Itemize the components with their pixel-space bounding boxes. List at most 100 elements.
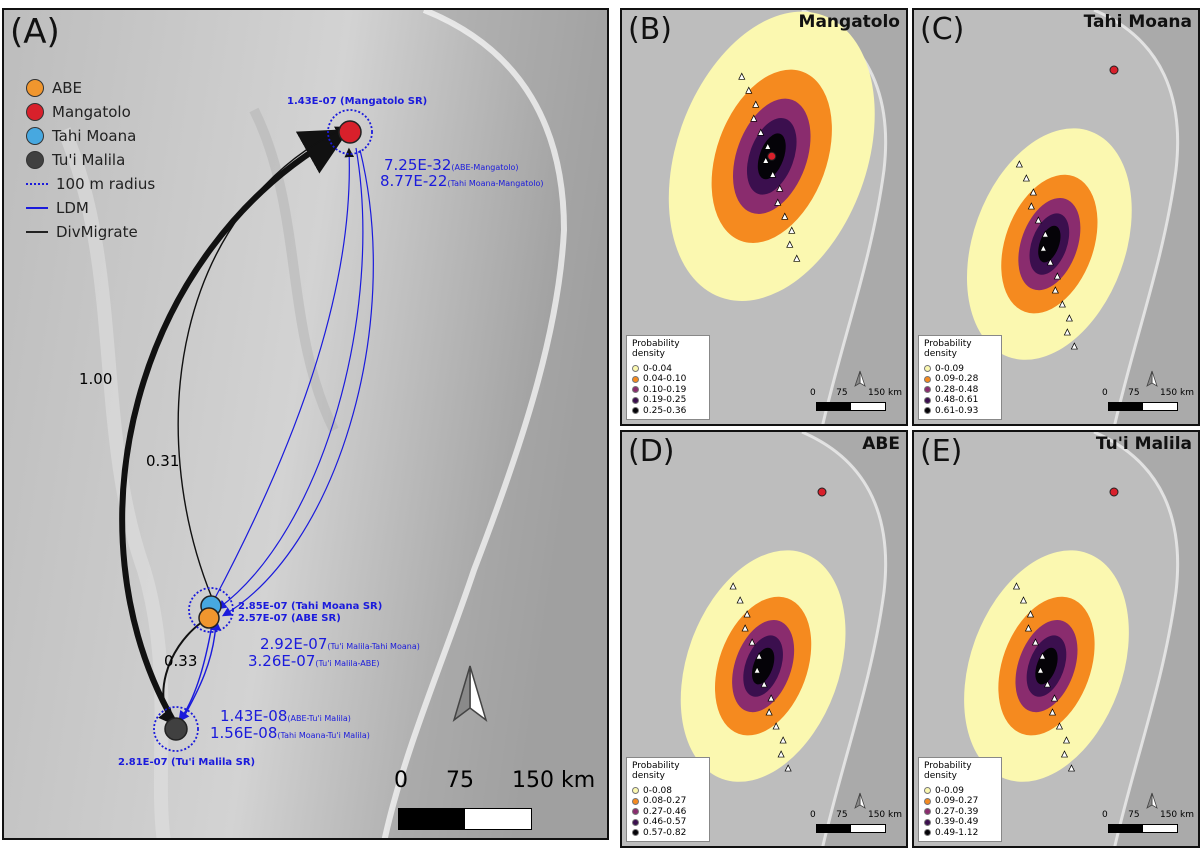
vent-marker-icon: [777, 750, 785, 758]
north-arrow-icon: [854, 370, 866, 387]
legend-row: 0.27-0.39: [924, 807, 996, 818]
marker-mangatolo: [817, 487, 827, 497]
vent-marker-icon: [760, 680, 768, 688]
density-legend: Probability density 0-0.08 0.08-0.27 0.27-…: [626, 756, 710, 842]
marker-mangatolo: [1109, 65, 1119, 75]
scale-bar: 0 75 150 km: [1102, 796, 1194, 836]
vent-marker-icon: [1038, 652, 1047, 660]
vent-marker-icon: [736, 596, 744, 604]
density-swatch: [632, 787, 639, 795]
scale-bar: 0 75 150 km: [1102, 374, 1194, 414]
sr-label-mangatolo: 1.43E-07 (Mangatolo SR): [287, 96, 428, 107]
panel-label: (B): [628, 12, 672, 47]
density-swatch: [924, 829, 931, 837]
vent-marker-icon: [1051, 286, 1059, 294]
legend-row: 0.09-0.28: [924, 374, 996, 385]
vent-marker-icon: [772, 722, 780, 730]
density-swatch: [632, 818, 639, 826]
vent-marker-icon: [1015, 160, 1023, 168]
density-swatch: [632, 829, 639, 837]
ldm-line-swatch: [26, 207, 48, 209]
scale-bar: 0 75 150 km: [810, 374, 902, 414]
abe-swatch: [26, 79, 44, 97]
panel-background: [914, 432, 1198, 846]
radius-line-swatch: [26, 183, 48, 185]
vent-marker-icon: [1065, 314, 1073, 322]
density-legend: Probability density 0-0.09 0.09-0.28 0.28-…: [918, 334, 1002, 420]
ldm-arrow-mangatolo-to-tm: [217, 147, 364, 610]
north-arrow-icon: [1146, 792, 1158, 809]
panel-title: Tu'i Malila: [1095, 434, 1192, 454]
density-legend: Probability density 0-0.09 0.09-0.27 0.27-…: [918, 756, 1002, 842]
panel-a-legend: ABE Mangatolo Tahi Moana Tu'i Malila 100…: [26, 76, 155, 244]
vent-marker-icon: [1053, 272, 1061, 280]
vent-marker-icon: [1039, 244, 1047, 252]
legend-row: 0.57-0.82: [632, 828, 704, 839]
legend-title: Probability density: [924, 338, 972, 360]
scale-bar-graphic: [398, 808, 532, 830]
scale-bar-graphic: [816, 402, 886, 411]
legend-row: 0.10-0.19: [632, 385, 704, 396]
vent-marker-icon: [1019, 596, 1028, 604]
vent-marker-icon: [1062, 736, 1071, 744]
legend-item-ldm: LDM: [26, 196, 155, 220]
radius-circle-tm-abe: [188, 587, 234, 633]
sr-label-tahi-moana: 2.85E-07 (Tahi Moana SR): [238, 601, 383, 612]
panel-a-label: (A): [10, 12, 60, 52]
ldm-arrow-mangatolo-to-abe: [221, 149, 374, 617]
legend-row: 0.61-0.93: [924, 406, 996, 417]
north-arrow-icon: [1146, 370, 1158, 387]
sr-label-abe: 2.57E-07 (ABE SR): [238, 613, 341, 624]
vent-marker-icon: [762, 156, 770, 164]
vent-marker-icon: [793, 254, 801, 262]
legend-item-radius: 100 m radius: [26, 172, 155, 196]
legend-row: 0.46-0.57: [632, 817, 704, 828]
ldm-label-abe-mangatolo: 7.25E-32(ABE-Mangatolo): [384, 156, 519, 174]
vent-marker-icon: [1024, 624, 1033, 632]
legend-item-abe: ABE: [26, 76, 155, 100]
north-arrow-icon: [452, 665, 488, 722]
legend-item-tui-malila: Tu'i Malila: [26, 148, 155, 172]
vent-marker-icon: [764, 142, 772, 150]
density-swatch: [924, 797, 931, 805]
vent-marker-icon: [748, 638, 756, 646]
divmigrate-arrow-tui-to-mangatolo: [119, 129, 350, 724]
ldm-label-tm-tui: 1.56E-08(Tahi Moana-Tu'i Malila): [210, 724, 370, 742]
vent-marker-icon: [1043, 680, 1052, 688]
vent-marker-icon: [741, 624, 749, 632]
density-swatch: [924, 818, 931, 826]
scale-bar-graphic: [1108, 824, 1178, 833]
ldm-label-tui-tm: 2.92E-07(Tu'i Malila-Tahi Moana): [260, 635, 420, 653]
density-swatch: [924, 407, 931, 415]
legend-item-mangatolo: Mangatolo: [26, 100, 155, 124]
legend-item-divmigrate: DivMigrate: [26, 220, 155, 244]
divmigrate-arrow-abe-to-tui: [158, 621, 203, 726]
legend-title: Probability density: [632, 338, 680, 360]
legend-row: 0.39-0.49: [924, 817, 996, 828]
vent-marker-icon: [767, 694, 775, 702]
vent-marker-icon: [1027, 202, 1035, 210]
panel-title: Mangatolo: [798, 12, 900, 32]
scale-bar: 0 75 150 km: [810, 796, 902, 836]
legend-row: 0-0.09: [924, 364, 996, 375]
panel-b-map: (B) Mangatolo Probability density 0-0.04…: [620, 8, 908, 426]
radius-circle-mangatolo: [327, 109, 373, 155]
density-swatch: [632, 808, 639, 816]
vent-marker-icon: [1036, 666, 1045, 674]
legend-row: 0-0.09: [924, 786, 996, 797]
vent-marker-icon: [745, 86, 753, 94]
vent-marker-icon: [1031, 638, 1040, 646]
vent-marker-icon: [1034, 216, 1042, 224]
density-legend: Probability density 0-0.04 0.04-0.10 0.10-…: [626, 334, 710, 420]
marker-tui-malila: [164, 717, 188, 741]
ldm-label-abe-tui: 1.43E-08(ABE-Tu'i Malila): [220, 707, 351, 725]
legend-row: 0.48-0.61: [924, 395, 996, 406]
vent-marker-icon: [1058, 300, 1066, 308]
vent-marker-icon: [786, 240, 794, 248]
density-swatch: [924, 396, 931, 404]
divmigrate-line-swatch: [26, 231, 48, 233]
panel-e-map: (E) Tu'i Malila Probability density 0-0.…: [912, 430, 1200, 848]
vent-marker-icon: [1022, 174, 1030, 182]
panel-label: (C): [920, 12, 965, 47]
panel-a-background: [4, 10, 607, 838]
